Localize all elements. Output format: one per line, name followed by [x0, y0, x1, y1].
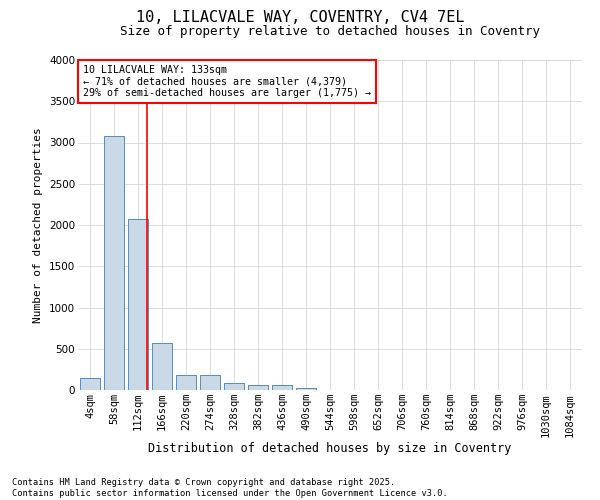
Bar: [224, 384, 244, 390]
Bar: [248, 386, 268, 390]
Bar: [128, 219, 148, 390]
Bar: [104, 136, 124, 390]
Bar: [296, 388, 316, 390]
Y-axis label: Number of detached properties: Number of detached properties: [34, 127, 43, 323]
Bar: [80, 378, 100, 390]
Bar: [272, 386, 292, 390]
Bar: [200, 374, 220, 390]
Bar: [152, 343, 172, 390]
Bar: [176, 374, 196, 390]
Text: 10, LILACVALE WAY, COVENTRY, CV4 7EL: 10, LILACVALE WAY, COVENTRY, CV4 7EL: [136, 10, 464, 25]
X-axis label: Distribution of detached houses by size in Coventry: Distribution of detached houses by size …: [148, 442, 512, 455]
Text: Contains HM Land Registry data © Crown copyright and database right 2025.
Contai: Contains HM Land Registry data © Crown c…: [12, 478, 448, 498]
Text: 10 LILACVALE WAY: 133sqm
← 71% of detached houses are smaller (4,379)
29% of sem: 10 LILACVALE WAY: 133sqm ← 71% of detach…: [83, 65, 371, 98]
Title: Size of property relative to detached houses in Coventry: Size of property relative to detached ho…: [120, 25, 540, 38]
